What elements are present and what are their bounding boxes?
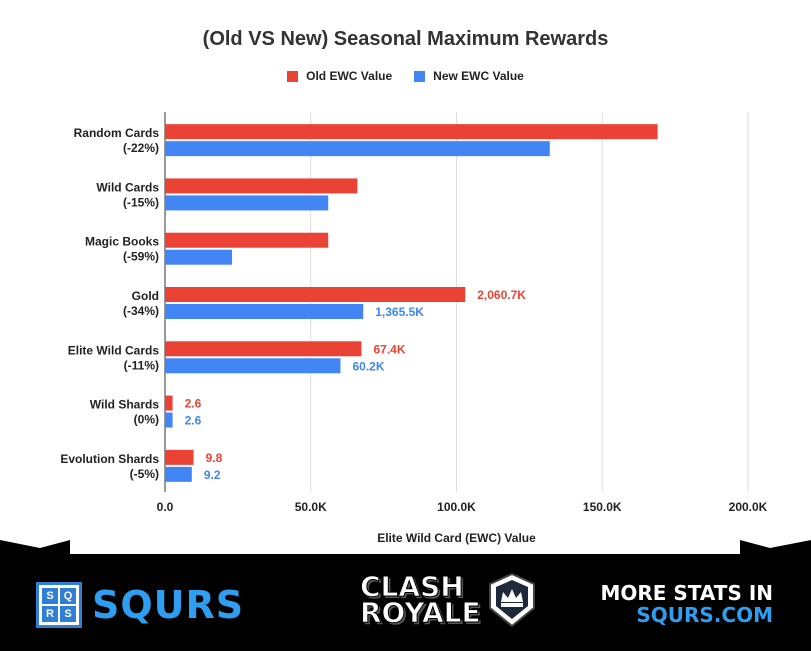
y-category-change: (-34%) (123, 304, 159, 318)
legend-swatch-new (414, 70, 426, 82)
bar-new (165, 195, 329, 211)
x-tick-label: 50.0K (295, 500, 327, 514)
footer-background (0, 540, 811, 651)
y-category-change: (-11%) (124, 358, 159, 372)
bar-new (165, 141, 550, 157)
game-logo-text: CLASH ROYALE (360, 570, 482, 629)
y-category-change: (-22%) (123, 141, 159, 155)
y-category-label: Gold (132, 289, 159, 303)
logo-letter: S (42, 588, 58, 604)
bar-old (165, 287, 466, 302)
promo-text[interactable]: MORE STATS IN SQURS.COM (600, 582, 773, 626)
data-label: 67.4K (373, 342, 405, 356)
legend-swatch-old (287, 70, 299, 82)
clash-royale-logo: CLASH ROYALE (360, 572, 537, 628)
promo-link[interactable]: SQURS.COM (636, 603, 773, 627)
y-category-change: (-15%) (123, 195, 159, 209)
bar-new (165, 466, 192, 482)
y-category-label: Wild Shards (90, 398, 160, 412)
data-label: 2.6 (185, 414, 202, 428)
bar-new (165, 358, 341, 374)
footer-banner (0, 540, 811, 651)
data-label: 9.2 (204, 468, 221, 482)
bar-new (165, 412, 173, 428)
promo-line1: MORE STATS IN (600, 581, 773, 605)
legend-item-old[interactable]: Old EWC Value (287, 69, 392, 83)
chart-area: (Old VS New) Seasonal Maximum Rewards Ol… (0, 28, 811, 545)
data-label: 9.8 (206, 451, 223, 465)
x-tick-label: 200.0K (729, 500, 768, 514)
y-category-label: Elite Wild Cards (68, 343, 160, 357)
x-axis-title: Elite Wild Card (EWC) Value (377, 531, 536, 545)
logo-letter: R (42, 606, 58, 622)
data-label: 60.2K (352, 359, 384, 373)
game-logo-line2: ROYALE (360, 596, 482, 629)
legend: Old EWC Value New EWC Value (0, 69, 811, 83)
y-category-label: Wild Cards (96, 180, 159, 194)
y-category-change: (-5%) (130, 467, 159, 481)
squrs-logo-icon: S Q R S (36, 582, 82, 628)
y-category-change: (-59%) (123, 250, 159, 264)
x-tick-label: 100.0K (437, 500, 476, 514)
chart-title: (Old VS New) Seasonal Maximum Rewards (202, 28, 609, 50)
y-category-label: Random Cards (74, 126, 160, 140)
bar-old (165, 232, 329, 248)
brand-name: SQURS (92, 583, 245, 627)
logo-letter: S (60, 606, 76, 622)
bar-old (165, 395, 173, 411)
bar-new (165, 304, 364, 319)
data-label: 2.6 (185, 397, 202, 411)
bar-old (165, 124, 658, 140)
bar-old (165, 341, 362, 357)
data-label: 2,060.7K (477, 288, 526, 302)
legend-label-new: New EWC Value (433, 69, 524, 83)
game-logo-line1: CLASH (360, 570, 465, 603)
y-category-label: Magic Books (85, 235, 159, 249)
logo-letter: Q (60, 588, 76, 604)
y-category-label: Evolution Shards (60, 452, 159, 466)
legend-item-new[interactable]: New EWC Value (414, 69, 524, 83)
bar-old (165, 449, 194, 465)
bar-old (165, 178, 358, 194)
x-tick-label: 150.0K (583, 500, 622, 514)
y-category-change: (0%) (134, 413, 159, 427)
data-label: 1,365.5K (375, 305, 424, 319)
squrs-brand[interactable]: S Q R S SQURS (36, 582, 244, 628)
crown-shield-icon (488, 572, 535, 628)
legend-label-old: Old EWC Value (306, 69, 393, 83)
bar-new (165, 249, 233, 265)
x-tick-label: 0.0 (157, 500, 174, 514)
